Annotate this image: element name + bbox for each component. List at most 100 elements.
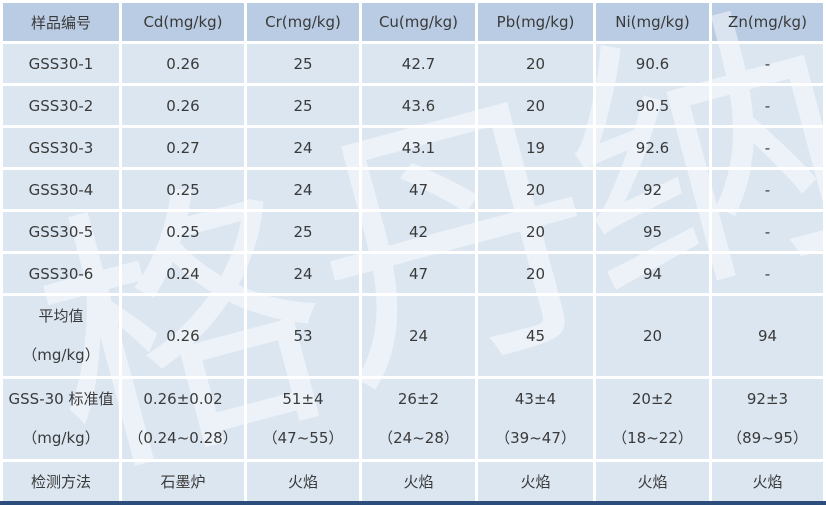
header-cell-label: Pb(mg/kg) — [496, 13, 575, 31]
table-cell: - — [712, 86, 823, 125]
cell-value: 92 — [642, 180, 663, 199]
cell-value: 24 — [293, 138, 313, 157]
table-row: GSS30-6 0.24 24 47 20 94 - — [3, 254, 823, 293]
cell-value: 0.27 — [166, 138, 200, 157]
cell-value: 19 — [525, 138, 546, 157]
cell-value: 20 — [525, 54, 546, 73]
cell-value: 0.25 — [166, 222, 200, 241]
cell-value: 92.6 — [635, 138, 670, 157]
cell-value: 0.24 — [166, 264, 200, 283]
cell-value: 45 — [525, 326, 546, 345]
cell-value: 47 — [408, 264, 429, 283]
table-cell: 0.24 — [122, 254, 244, 293]
row-label-cell: GSS-30 标准值 （mg/kg） — [3, 379, 119, 459]
cell-value: - — [764, 138, 771, 157]
cell-value: 石墨炉 — [160, 473, 206, 491]
header-cell: Pb(mg/kg) — [478, 3, 593, 41]
table-cell: 石墨炉 — [122, 462, 244, 501]
table-cell: 25 — [247, 44, 359, 83]
table-row: 平均值 （mg/kg） 0.26 53 24 45 20 94 — [3, 296, 823, 376]
table-cell: - — [712, 212, 823, 251]
cell-value: 20 — [525, 96, 546, 115]
cell-value: 42 — [408, 222, 429, 241]
cell-value: 0.26 — [166, 326, 200, 345]
table-cell: 20 — [478, 44, 593, 83]
cell-value: 90.5 — [635, 96, 670, 115]
cell-value: 51±4（47~55） — [262, 390, 344, 447]
cell-value: 25 — [293, 222, 313, 241]
table-cell: 24 — [362, 296, 475, 376]
table-cell: 94 — [712, 296, 823, 376]
table-cell: 火焰 — [478, 462, 593, 501]
table-cell: 20 — [478, 254, 593, 293]
cell-value: 47 — [408, 180, 429, 199]
cell-value: 94 — [757, 326, 778, 345]
row-label-cell: GSS30-5 — [3, 212, 119, 251]
table-cell: 0.25 — [122, 212, 244, 251]
table-cell: 火焰 — [596, 462, 709, 501]
table-cell: 51±4（47~55） — [247, 379, 359, 459]
cell-value: 20 — [642, 326, 663, 345]
table-row: GSS-30 标准值 （mg/kg） 0.26±0.02 （0.24~0.28） 5… — [3, 379, 823, 459]
table-cell: 0.26 — [122, 44, 244, 83]
table-cell: - — [712, 128, 823, 167]
table-cell: 火焰 — [712, 462, 823, 501]
table-cell: 19 — [478, 128, 593, 167]
table-cell: - — [712, 254, 823, 293]
header-cell-label: Ni(mg/kg) — [615, 13, 690, 31]
table-cell: 43.1 — [362, 128, 475, 167]
table-body: GSS30-1 0.26 25 42.7 20 90.6 - GSS30-2 0.26 25 43.… — [3, 44, 823, 501]
row-label: GSS30-2 — [28, 96, 94, 115]
table-row: GSS30-1 0.26 25 42.7 20 90.6 - — [3, 44, 823, 83]
table-row: 样品编号 Cd(mg/kg) Cr(mg/kg) Cu(mg/kg) Pb(mg/kg)… — [3, 3, 823, 41]
table-row: GSS30-5 0.25 25 42 20 95 - — [3, 212, 823, 251]
table-cell: 0.25 — [122, 170, 244, 209]
cell-value: 43±4（39~47） — [495, 390, 576, 447]
cell-value: 94 — [642, 264, 663, 283]
table-cell: 20 — [478, 212, 593, 251]
table-cell: 20±2（18~22） — [596, 379, 709, 459]
cell-value: 20±2（18~22） — [612, 390, 693, 447]
table-cell: - — [712, 44, 823, 83]
cell-value: 0.26 — [166, 96, 200, 115]
table-cell: 95 — [596, 212, 709, 251]
header-cell-label: Cr(mg/kg) — [265, 13, 341, 31]
header-cell-label: Cu(mg/kg) — [378, 13, 459, 31]
header-cell: Cu(mg/kg) — [362, 3, 475, 41]
table-cell: 24 — [247, 254, 359, 293]
table-cell: 42.7 — [362, 44, 475, 83]
cell-value: 92±3（89~95） — [727, 390, 808, 447]
header-cell-label: Zn(mg/kg) — [728, 13, 807, 31]
header-cell: 样品编号 — [3, 3, 119, 41]
table-cell: 92±3（89~95） — [712, 379, 823, 459]
row-label: 检测方法 — [30, 473, 91, 491]
cell-value: 20 — [525, 264, 546, 283]
row-label-cell: GSS30-3 — [3, 128, 119, 167]
header-cell-label: Cd(mg/kg) — [143, 13, 223, 31]
table-cell: 47 — [362, 170, 475, 209]
row-label: GSS30-6 — [28, 264, 94, 283]
cell-value: 90.6 — [635, 54, 670, 73]
cell-value: 0.26±0.02 （0.24~0.28） — [128, 390, 238, 447]
cell-value: - — [764, 96, 771, 115]
table-cell: 92.6 — [596, 128, 709, 167]
cell-value: 53 — [293, 326, 313, 345]
table-row: GSS30-3 0.27 24 43.1 19 92.6 - — [3, 128, 823, 167]
table-header-row: 样品编号 Cd(mg/kg) Cr(mg/kg) Cu(mg/kg) Pb(mg/kg)… — [3, 3, 823, 41]
cell-value: 26±2（24~28） — [378, 390, 459, 447]
table-cell: 火焰 — [247, 462, 359, 501]
table-cell: 火焰 — [362, 462, 475, 501]
table-cell: 92 — [596, 170, 709, 209]
table-cell: 25 — [247, 212, 359, 251]
table-cell: 0.26 — [122, 296, 244, 376]
cell-value: 95 — [642, 222, 663, 241]
table-cell: 25 — [247, 86, 359, 125]
cell-value: 20 — [525, 180, 546, 199]
header-cell: Cd(mg/kg) — [122, 3, 244, 41]
row-label-cell: 检测方法 — [3, 462, 119, 501]
cell-value: - — [764, 264, 771, 283]
cell-value: 火焰 — [637, 473, 668, 491]
cell-value: 42.7 — [401, 54, 436, 73]
table-cell: 0.26 — [122, 86, 244, 125]
